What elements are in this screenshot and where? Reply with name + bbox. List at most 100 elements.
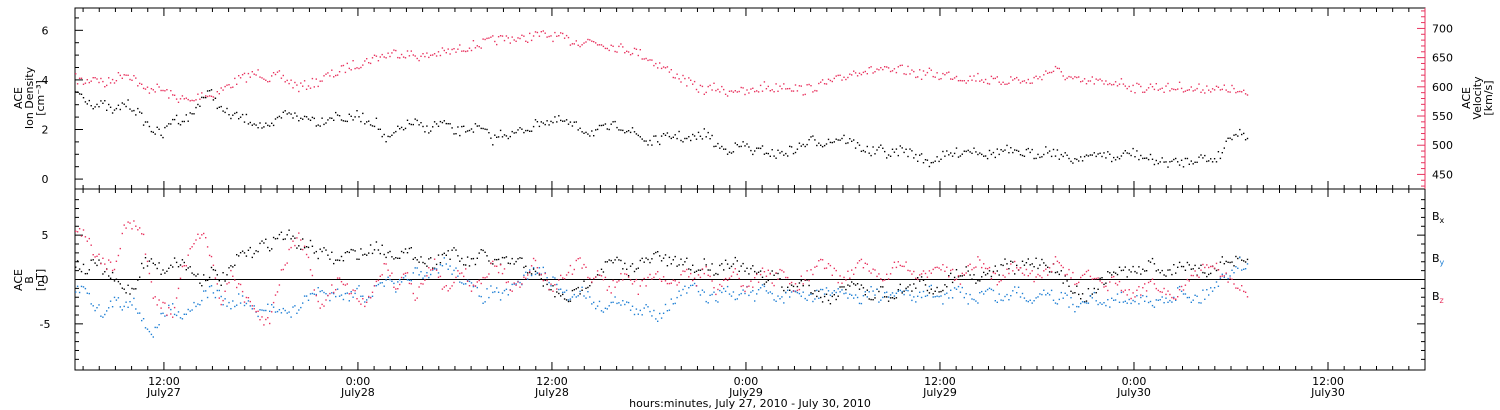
bz-point	[356, 298, 358, 300]
density-point	[373, 125, 376, 128]
density-point	[1223, 147, 1225, 149]
density-point	[125, 105, 127, 108]
bx-point	[1064, 275, 1066, 277]
bz-point	[920, 273, 923, 275]
by-point	[633, 313, 636, 316]
velocity-point	[369, 62, 372, 65]
velocity-point	[575, 40, 577, 42]
velocity-point	[1128, 85, 1130, 88]
by-point	[802, 291, 804, 293]
bz-point	[856, 262, 859, 264]
bz-point	[410, 283, 412, 285]
by-point	[1194, 294, 1196, 296]
bx-point	[525, 265, 527, 267]
velocity-point	[779, 85, 781, 87]
by-point	[1048, 294, 1051, 296]
bz-point	[1155, 287, 1157, 290]
bz-point	[1151, 278, 1154, 280]
bz-point	[1027, 275, 1029, 277]
bz-point	[544, 272, 546, 275]
bx-point	[610, 259, 612, 262]
bz-point	[616, 281, 618, 283]
density-point	[393, 132, 395, 134]
bx-point	[1078, 293, 1080, 296]
density-point	[385, 141, 387, 143]
bx-point	[117, 280, 120, 283]
velocity-point	[1025, 82, 1028, 84]
bz-point	[598, 274, 601, 276]
bx-point	[862, 287, 865, 289]
density-point	[961, 153, 963, 155]
density-point	[1122, 152, 1125, 154]
velocity-point	[759, 84, 762, 87]
velocity-point	[847, 76, 849, 79]
bx-point	[292, 235, 294, 237]
bx-point	[146, 265, 149, 267]
density-point	[804, 145, 806, 148]
bx-point	[641, 257, 643, 260]
velocity-point	[158, 86, 160, 88]
density-point	[1023, 155, 1026, 157]
density-point	[115, 107, 118, 110]
bz-point	[849, 277, 851, 279]
bx-point	[212, 269, 215, 271]
density-point	[1041, 156, 1043, 158]
bx-point	[247, 249, 250, 251]
by-point	[443, 257, 445, 259]
by-point	[278, 309, 281, 311]
by-point	[486, 288, 488, 290]
by-point	[428, 276, 430, 279]
velocity-point	[90, 80, 92, 82]
y-tick-label: 550	[1432, 110, 1453, 123]
bz-point	[177, 287, 180, 290]
velocity-point	[482, 38, 484, 40]
velocity-point	[1047, 72, 1049, 74]
density-point	[556, 121, 558, 123]
by-point	[433, 268, 436, 270]
bz-point	[924, 272, 927, 275]
by-point	[1097, 303, 1099, 306]
by-point	[505, 288, 508, 290]
velocity-point	[342, 64, 345, 67]
by-point	[267, 303, 269, 305]
velocity-point	[329, 75, 331, 77]
bz-point	[274, 294, 277, 296]
density-point	[100, 100, 102, 102]
bz-point	[288, 248, 290, 251]
bz-point	[563, 278, 566, 280]
by-point	[856, 296, 859, 299]
velocity-point	[596, 44, 599, 46]
density-point	[195, 106, 197, 109]
density-point	[565, 119, 568, 121]
by-point	[554, 277, 556, 279]
bz-point	[959, 283, 962, 285]
bz-point	[804, 279, 806, 281]
by-point	[750, 291, 752, 293]
bx-point	[1175, 272, 1177, 274]
bx-point	[1169, 269, 1171, 271]
density-point	[108, 103, 110, 106]
bz-point	[703, 272, 705, 275]
velocity-point	[812, 91, 814, 93]
bz-point	[554, 284, 556, 286]
velocity-point	[792, 90, 795, 92]
bz-point	[785, 276, 787, 279]
by-point	[185, 313, 187, 315]
by-point	[197, 303, 199, 305]
density-point	[109, 106, 112, 108]
bx-point	[905, 287, 907, 290]
by-point	[812, 300, 814, 303]
by-point	[408, 279, 411, 281]
velocity-point	[331, 69, 333, 71]
bz-point	[179, 277, 182, 279]
bx-point	[257, 250, 259, 253]
bz-point	[936, 266, 938, 268]
density-point	[1054, 155, 1057, 157]
bz-point	[92, 254, 94, 256]
by-point	[344, 292, 347, 295]
density-point	[441, 121, 444, 124]
density-point	[911, 150, 913, 152]
by-point	[117, 297, 120, 299]
bz-point	[664, 280, 667, 282]
density-point	[257, 127, 259, 129]
